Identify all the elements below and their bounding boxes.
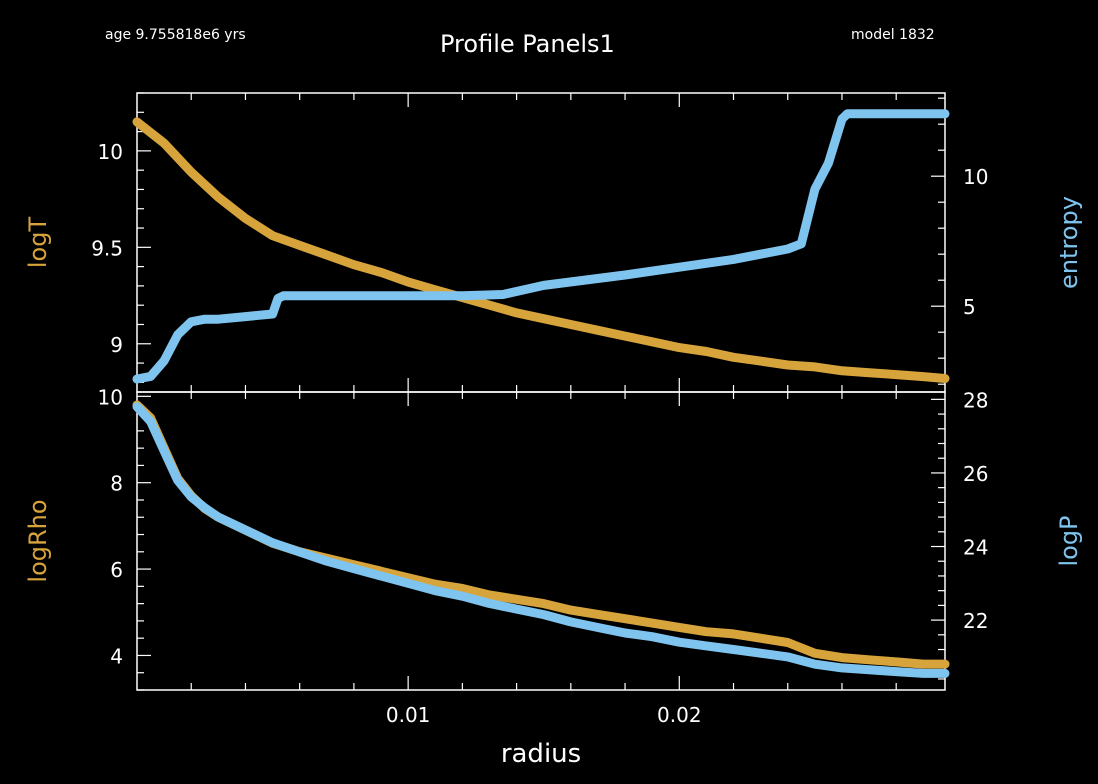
top-panel-frame (136, 92, 946, 393)
top-right-axis-title: entropy (1055, 196, 1083, 289)
top-series-logT (132, 117, 950, 383)
top-left-tick-label: 9 (110, 333, 123, 357)
bottom-series-logP (132, 402, 950, 678)
bottom-right-axis-title: logP (1055, 515, 1083, 566)
bottom-right-tick-label: 26 (963, 462, 988, 486)
age-label: age 9.755818e6 yrs (105, 27, 246, 43)
bottom-right-tick-label: 24 (963, 536, 988, 560)
top-left-tick-label: 9.5 (91, 236, 123, 260)
bottom-right-tick-label: 22 (963, 609, 988, 633)
top-right-tick-label: 10 (963, 165, 988, 189)
bottom-left-tick-label: 6 (110, 558, 123, 582)
x-tick-label: 0.02 (657, 703, 702, 727)
top-series-entropy (132, 109, 950, 384)
x-axis-title: radius (501, 739, 581, 769)
bottom-right-tick-label: 28 (963, 388, 988, 412)
x-tick-label: 0.01 (386, 703, 431, 727)
top-right-tick-label: 5 (963, 295, 976, 319)
chart-title: Profile Panels1 (440, 30, 615, 58)
top-left-axis-title: logT (24, 217, 52, 269)
bottom-left-tick-label: 8 (110, 472, 123, 496)
bottom-left-axis-title: logRho (24, 499, 52, 582)
bottom-left-tick-label: 4 (110, 644, 123, 668)
bottom-left-tick-label: 10 (98, 385, 123, 409)
model-label: model 1832 (851, 27, 935, 43)
bottom-panel-frame (136, 391, 946, 691)
top-left-tick-label: 10 (98, 140, 123, 164)
